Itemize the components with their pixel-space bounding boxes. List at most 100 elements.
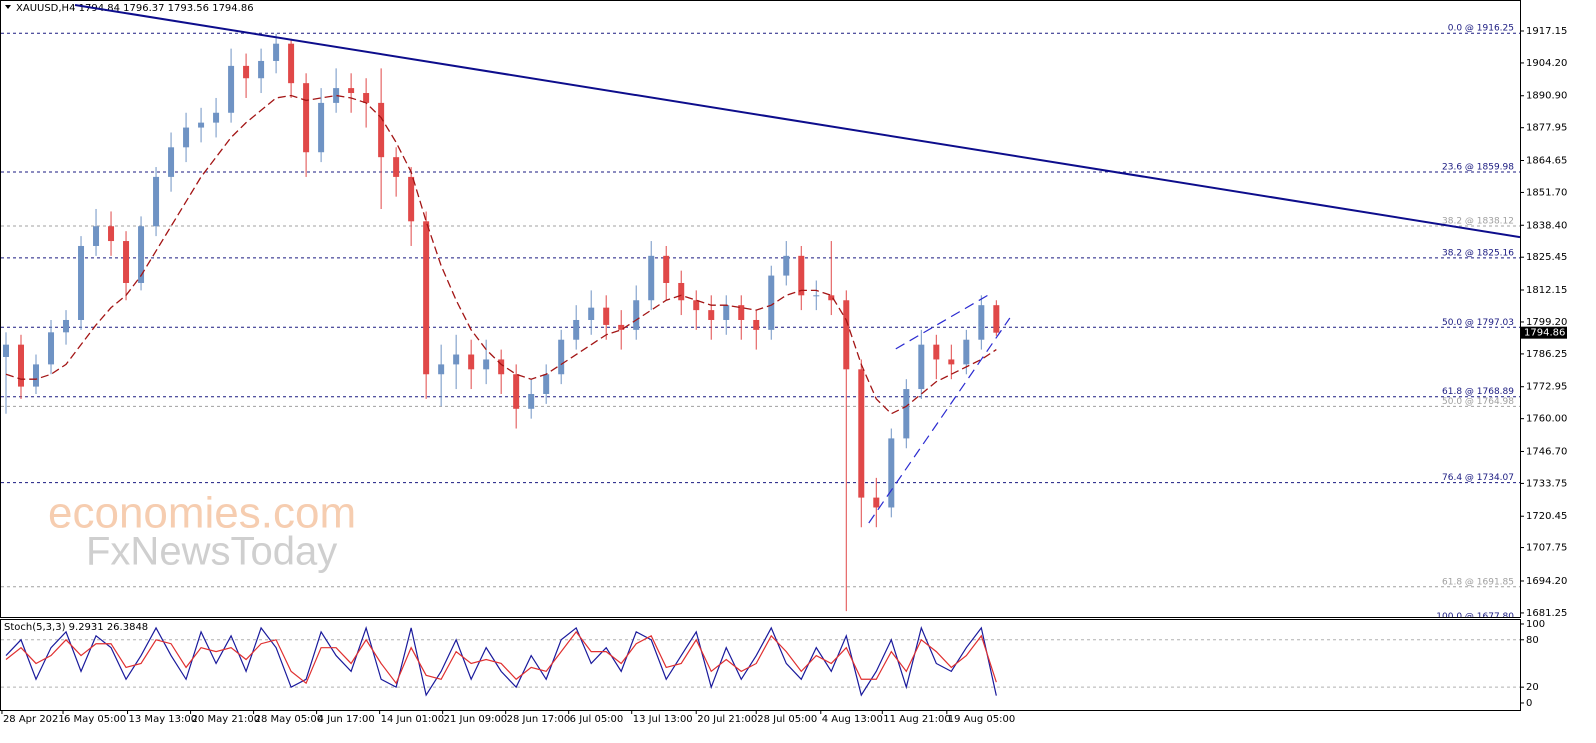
candle-body: [903, 389, 910, 439]
x-tick-label: 6 Jul 05:00: [570, 714, 624, 725]
x-tick-label: 11 Aug 21:00: [883, 714, 950, 725]
fib-label: 100.0 @ 1677.80: [1436, 612, 1514, 622]
y-tick-label: 20: [1526, 682, 1539, 693]
y-tick-label: 1890.90: [1526, 91, 1567, 102]
y-tick-label: 1917.15: [1526, 26, 1567, 37]
candle-body: [273, 43, 280, 61]
candle-body: [183, 127, 190, 148]
x-tick-label: 14 Jun 01:00: [381, 714, 445, 725]
candle-body: [408, 176, 415, 222]
candle-body: [693, 300, 700, 311]
y-tick-label: 1720.45: [1526, 511, 1567, 522]
sub-frame: [0, 619, 1521, 711]
candle-body: [993, 305, 1000, 333]
y-tick-label: 1760.00: [1526, 414, 1567, 425]
candle-body: [948, 359, 955, 365]
x-tick-label: 28 Jun 17:00: [507, 714, 571, 725]
x-tick-label: 13 Jul 13:00: [633, 714, 693, 725]
watermark: economies.com: [48, 489, 356, 538]
candle-body: [843, 300, 850, 370]
y-tick-label: 1838.40: [1526, 220, 1567, 231]
y-tick-label: 1746.70: [1526, 446, 1567, 457]
candle-body: [798, 255, 805, 296]
fib-label: 61.8 @ 1691.85: [1442, 577, 1514, 587]
x-tick-label: 28 May 05:00: [255, 714, 324, 725]
candle-body: [933, 344, 940, 360]
candle-body: [873, 497, 880, 508]
candle-body: [18, 344, 25, 387]
candle-body: [33, 364, 40, 387]
x-tick-label: 19 Aug 05:00: [948, 714, 1015, 725]
fib-label: 38.2 @ 1825.16: [1442, 248, 1514, 258]
candle-body: [633, 300, 640, 330]
y-tick-label: 1694.20: [1526, 576, 1567, 587]
candle-body: [543, 374, 550, 394]
main-frame: [0, 0, 1521, 618]
watermark: FxNewsToday: [86, 530, 337, 574]
candle-body: [963, 339, 970, 365]
candle-body: [453, 354, 460, 365]
candle-body: [63, 319, 70, 333]
candle-body: [483, 359, 490, 370]
fib-label: 61.8 @ 1768.89: [1442, 387, 1514, 397]
y-tick-label: 1825.45: [1526, 252, 1567, 263]
y-tick-label: 0: [1526, 698, 1532, 709]
candle-body: [108, 226, 115, 242]
y-tick-label: 1812.15: [1526, 285, 1567, 296]
candle-body: [573, 319, 580, 340]
trend-line: [74, 3, 1520, 239]
symbol-header: XAUUSD,H4 1794.84 1796.37 1793.56 1794.8…: [16, 3, 254, 14]
candle-body: [498, 359, 505, 375]
stoch-header: Stoch(5,3,3) 9.2931 26.3848: [4, 622, 148, 633]
fib-label: 50.0 @ 1764.98: [1442, 397, 1514, 407]
x-tick-label: 21 Jun 09:00: [444, 714, 508, 725]
axes: 1917.15 1904.20 1890.90 1877.95 1864.65 1851.…: [1, 26, 1567, 725]
price-tag-label: 1794.86: [1524, 328, 1565, 339]
candle-body: [228, 65, 235, 113]
moving-average: [5, 94, 997, 415]
candle-body: [243, 65, 250, 79]
menu-arrow: [5, 5, 11, 9]
x-tick-label: 6 May 05:00: [64, 714, 126, 725]
y-tick-label: 1707.75: [1526, 543, 1567, 554]
x-tick-label: 20 May 21:00: [192, 714, 261, 725]
y-tick-label: 1904.20: [1526, 58, 1567, 69]
candle-body: [738, 305, 745, 320]
y-tick-label: 1733.75: [1526, 478, 1567, 489]
main-plot: 0.0 @ 1916.25 23.6 @ 1859.98 38.2 @ 1838.1…: [1, 3, 1520, 622]
candle-body: [978, 305, 985, 340]
candle-body: [648, 255, 655, 301]
candle-body: [828, 295, 835, 301]
price-tag: [1521, 326, 1567, 339]
trend-line: [868, 317, 1011, 524]
candle-body: [213, 112, 220, 123]
y-tick-label: 1864.65: [1526, 155, 1567, 166]
fib-label: 50.0 @ 1797.03: [1442, 318, 1514, 328]
x-tick-label: 4 Aug 13:00: [822, 714, 883, 725]
candle-body: [603, 307, 610, 325]
candle-body: [48, 332, 55, 365]
candle-body: [348, 88, 355, 94]
x-tick-label: 28 Jul 05:00: [757, 714, 817, 725]
y-tick-label: 1877.95: [1526, 123, 1567, 134]
trend-line: [895, 293, 991, 350]
candle-body: [618, 324, 625, 330]
candle-body: [723, 305, 730, 320]
fib-label: 38.2 @ 1838.12: [1442, 216, 1514, 226]
fib-label: 0.0 @ 1916.25: [1448, 24, 1514, 34]
candle-body: [438, 364, 445, 375]
candle-body: [663, 255, 670, 283]
candle-body: [258, 60, 265, 79]
y-tick-label: 1799.20: [1526, 317, 1567, 328]
candle-body: [768, 275, 775, 330]
y-tick-label: 1772.95: [1526, 382, 1567, 393]
x-tick-label: 28 Apr 2021: [3, 714, 65, 725]
x-tick-label: 13 May 13:00: [129, 714, 198, 725]
candle-body: [468, 354, 475, 370]
candle-body: [93, 226, 100, 246]
candle-body: [153, 176, 160, 227]
candle-body: [513, 374, 520, 409]
y-tick-label: 1786.25: [1526, 349, 1567, 360]
x-tick-label: 4 Jun 17:00: [318, 714, 375, 725]
candle-body: [3, 344, 10, 357]
